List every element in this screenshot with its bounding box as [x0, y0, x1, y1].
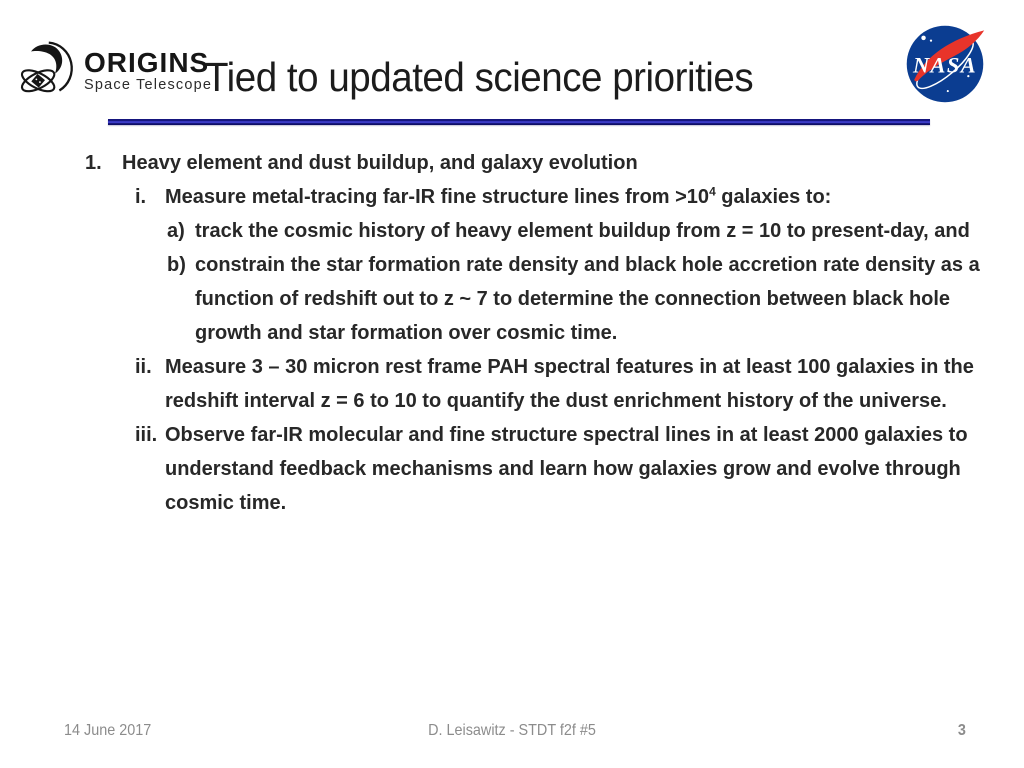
outline-item-1-i-a-text: track the cosmic history of heavy elemen… — [195, 220, 970, 242]
outline-item-1-i-a-marker: a) — [167, 220, 185, 242]
outline-item-1-i-b-text: constrain the star formation rate densit… — [195, 254, 980, 344]
outline-item-1-i-text-post: galaxies to: — [715, 186, 832, 208]
outline-item-1-i-b: b) constrain the star formation rate den… — [167, 248, 986, 350]
footer-credit: D. Leisawitz - STDT f2f #5 — [428, 722, 596, 739]
outline-item-1-i-text: Measure metal-tracing far-IR fine struct… — [165, 180, 986, 214]
nasa-meatball-icon: NASA — [906, 25, 985, 103]
outline-item-1-i: i. Measure metal-tracing far-IR fine str… — [135, 180, 986, 214]
nasa-logo-text: NASA — [912, 52, 977, 77]
nasa-logo: NASA — [903, 22, 987, 106]
origins-logo-subtitle: Space Telescope — [84, 77, 213, 94]
outline-item-1: 1. Heavy element and dust buildup, and g… — [85, 146, 986, 180]
title-divider-line — [108, 119, 930, 125]
footer-date: 14 June 2017 — [64, 722, 152, 739]
origins-wordmark: ORIGINS Space Telescope — [84, 49, 212, 93]
outline-item-1-ii: ii. Measure 3 – 30 micron rest frame PAH… — [135, 350, 986, 418]
outline-item-1-i-marker: i. — [135, 186, 147, 208]
footer-page-number: 3 — [957, 722, 966, 739]
outline-item-1-i-b-marker: b) — [167, 254, 186, 276]
origins-logo: ORIGINS Space Telescope — [16, 40, 212, 102]
outline-item-1-ii-marker: ii. — [135, 356, 152, 378]
slide-title: Tied to updated science priorities — [205, 54, 754, 100]
outline-item-1-text: Heavy element and dust buildup, and gala… — [122, 152, 638, 174]
outline-item-1-iii-marker: iii. — [135, 424, 158, 446]
outline-item-1-iii: iii. Observe far-IR molecular and fine s… — [135, 418, 986, 520]
outline-item-1-i-text-pre: Measure metal-tracing far-IR fine struct… — [165, 186, 710, 208]
slide-footer: 14 June 2017 D. Leisawitz - STDT f2f #5 … — [0, 722, 1024, 748]
outline-item-1-ii-text: Measure 3 – 30 micron rest frame PAH spe… — [165, 356, 974, 412]
outline-item-1-marker: 1. — [85, 152, 102, 174]
origins-atom-icon — [20, 41, 73, 93]
slide-body: 1. Heavy element and dust buildup, and g… — [0, 146, 986, 520]
outline-item-1-iii-text: Observe far-IR molecular and fine struct… — [165, 424, 968, 514]
outline-item-1-i-superscript: 4 — [709, 184, 716, 199]
origins-logo-name: ORIGINS — [84, 47, 210, 79]
outline-item-1-i-a: a) track the cosmic history of heavy ele… — [167, 214, 986, 248]
